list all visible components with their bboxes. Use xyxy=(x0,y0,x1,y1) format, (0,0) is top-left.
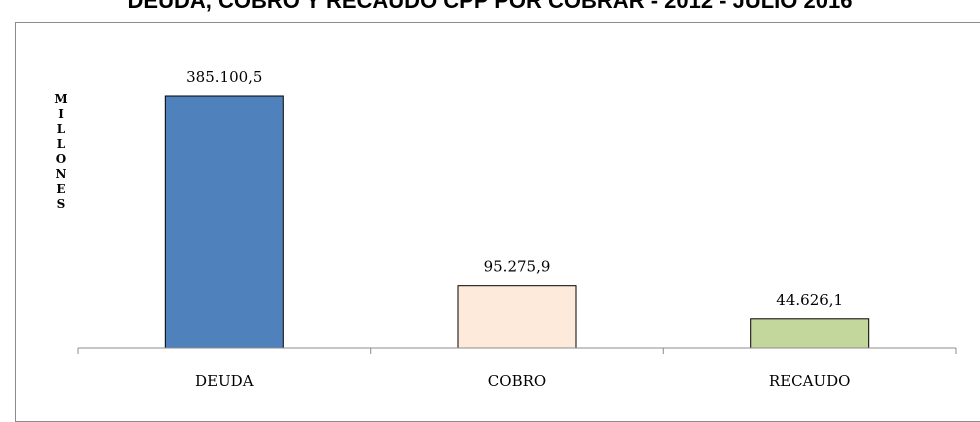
category-label-recaudo: RECAUDO xyxy=(769,372,851,390)
labels-layer: 385.100,5 DEUDA 95.275,9 COBRO 44.626,1 RECAU… xyxy=(186,68,850,390)
x-axis xyxy=(77,347,957,354)
data-label-recaudo: 44.626,1 xyxy=(776,291,843,309)
y-axis-title: M I L L O N E S xyxy=(54,92,68,211)
chart-title: DEUDA, COBRO Y RECAUDO CPP POR COBRAR - … xyxy=(127,0,853,13)
bar-cobro xyxy=(457,285,577,349)
category-label-deuda: DEUDA xyxy=(195,372,254,390)
bars-layer xyxy=(164,95,870,349)
category-label-cobro: COBRO xyxy=(488,372,546,390)
data-label-cobro: 95.275,9 xyxy=(484,258,551,276)
bar-chart: 385.100,5 DEUDA 95.275,9 COBRO 44.626,1 RECAU… xyxy=(77,68,957,390)
bar-recaudo xyxy=(750,318,870,349)
bar-deuda xyxy=(164,95,284,349)
data-label-deuda: 385.100,5 xyxy=(186,68,262,86)
